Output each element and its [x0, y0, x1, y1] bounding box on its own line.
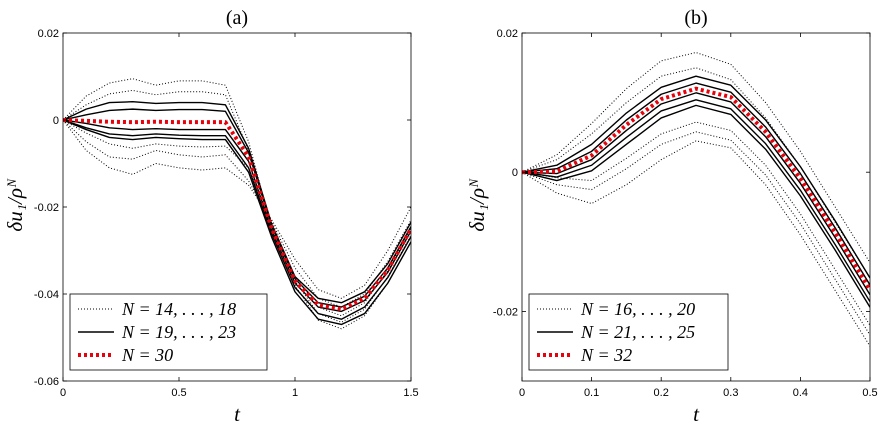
series-line-n-32: [522, 86, 870, 291]
x-tick-label: 0.4: [793, 387, 808, 399]
series-line-n-19: [63, 101, 411, 304]
series-line-n-14: [63, 78, 411, 330]
x-axis-label: t: [234, 402, 241, 426]
series-line-n-15: [63, 89, 411, 323]
series-line-n-18: [63, 119, 411, 299]
y-tick-label: -0.02: [34, 202, 59, 214]
series-line-n-22: [63, 119, 411, 320]
x-tick-label: 0.5: [171, 387, 186, 399]
x-tick-label: 0: [519, 387, 525, 399]
series-line-n-25: [522, 104, 870, 308]
series-line-n-23: [522, 92, 870, 296]
y-tick-label: -0.02: [493, 306, 518, 318]
series-line-n-21: [522, 75, 870, 279]
x-tick-label: 0.5: [862, 387, 877, 399]
series-line-n-16: [63, 119, 411, 317]
legend-label: N = 16, . . . , 20: [580, 299, 695, 319]
legend-label: N = 21, . . . , 25: [580, 322, 695, 342]
legend-label: N = 14, . . . , 18: [121, 299, 236, 319]
x-tick-label: 0.1: [584, 387, 599, 399]
legend: N = 16, . . . , 20 N = 21, . . . , 25 N = …: [528, 293, 729, 371]
legend-label: N = 30: [121, 345, 173, 365]
series-line-n-18: [522, 121, 870, 326]
x-tick-label: 1.5: [403, 387, 418, 399]
panel-title: (a): [226, 7, 248, 29]
series-line-n-30: [63, 118, 411, 312]
series-line-n-21: [63, 119, 411, 313]
legend: N = 14, . . . , 18 N = 19, . . . , 23 N = …: [69, 293, 268, 371]
x-tick-label: 0.2: [654, 387, 669, 399]
series-group: [63, 78, 411, 330]
series-line-n-22: [522, 82, 870, 286]
y-tick-label: -0.06: [34, 376, 59, 388]
x-tick-label: 1: [292, 387, 298, 399]
x-axis-label: t: [693, 402, 700, 426]
y-tick-label: 0: [512, 167, 518, 179]
axes-box: [521, 32, 871, 382]
series-line-n-23: [63, 119, 411, 326]
y-tick-label: 0.02: [497, 28, 518, 40]
y-axis-label: δu₁/ρᴺ: [3, 178, 27, 231]
series-line-n-16: [522, 51, 870, 263]
legend-label: N = 32: [580, 345, 632, 365]
y-tick-label: -0.04: [34, 289, 59, 301]
y-axis-label: δu₁/ρᴺ: [465, 178, 489, 231]
series-line-n-24: [522, 99, 870, 303]
series-line-n-17: [63, 119, 411, 308]
series-line-n-19: [522, 131, 870, 336]
x-tick-label: 0: [60, 387, 66, 399]
series-group: [522, 51, 870, 347]
y-tick-label: 0: [53, 115, 59, 127]
x-tick-label: 0.3: [723, 387, 738, 399]
series-line-n-20: [522, 140, 870, 347]
series-line-n-20: [63, 108, 411, 308]
panel-title: (b): [684, 7, 707, 29]
panel-b: (b) 0 0.1 0.2 0.3 0.4 0.5 -0.02 0 0.02 t δu₁/ρᴺ N = …: [465, 7, 878, 426]
panel-a: (a) 0 0.5 1 1.5 -0.06 -0.04 -0.02 0 0.02 t δu₁/ρᴺ N …: [3, 7, 419, 426]
y-tick-label: 0.02: [38, 28, 59, 40]
legend-label: N = 19, . . . , 23: [121, 322, 236, 342]
